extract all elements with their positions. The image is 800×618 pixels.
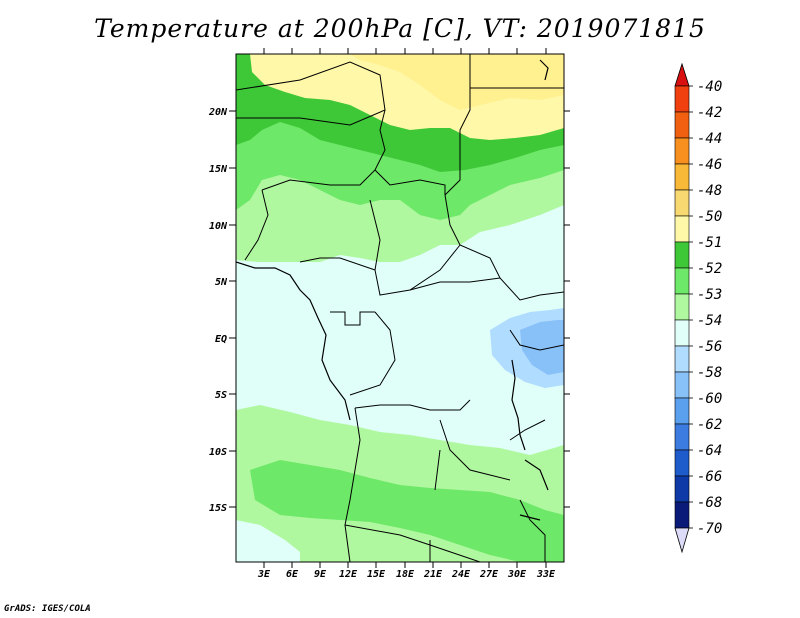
lat-label: 20N bbox=[208, 107, 228, 118]
lon-label: 6E bbox=[286, 569, 299, 580]
colorbar-label: -54 bbox=[697, 313, 722, 329]
colorbar-swatch bbox=[674, 397, 690, 425]
colorbar-label: -46 bbox=[697, 157, 722, 173]
colorbar-swatch bbox=[674, 293, 690, 321]
colorbar-swatch bbox=[674, 345, 690, 373]
colorbar-label: -50 bbox=[697, 209, 722, 225]
colorbar: -40 -42 -44 -46 -48 -50 -51 -52 -53 -54 -56 -58 -60 -… bbox=[674, 62, 722, 554]
map-title: Temperature at 200hPa [C], VT: 201907181… bbox=[94, 14, 706, 43]
colorbar-label: -58 bbox=[697, 365, 722, 381]
colorbar-label: -64 bbox=[697, 443, 722, 459]
colorbar-swatch bbox=[674, 111, 690, 139]
colorbar-swatch bbox=[674, 137, 690, 165]
lat-label: 5N bbox=[215, 277, 228, 288]
lat-label: 5S bbox=[215, 390, 227, 401]
lat-label: 10N bbox=[209, 221, 228, 232]
colorbar-swatch bbox=[674, 319, 690, 347]
colorbar-label: -56 bbox=[697, 339, 722, 355]
lat-label: 15S bbox=[209, 503, 227, 514]
lat-label: EQ bbox=[215, 334, 227, 345]
lon-label: 21E bbox=[423, 569, 443, 580]
colorbar-label: -52 bbox=[697, 261, 722, 277]
colorbar-bottom-arrow bbox=[674, 527, 690, 554]
lon-label: 12E bbox=[339, 569, 358, 580]
map-frame bbox=[235, 53, 565, 563]
lat-label: 15N bbox=[209, 164, 228, 175]
colorbar-swatch bbox=[674, 501, 690, 529]
lat-label: 10S bbox=[209, 447, 227, 458]
colorbar-label: -66 bbox=[697, 469, 722, 485]
colorbar-swatch bbox=[674, 267, 690, 295]
colorbar-swatch bbox=[674, 371, 690, 399]
field-mid-blue-east bbox=[520, 320, 564, 375]
colorbar-top-arrow bbox=[674, 62, 690, 87]
temperature-field bbox=[236, 54, 564, 562]
coastline-lakes bbox=[236, 59, 549, 521]
lon-label: 33E bbox=[536, 569, 556, 580]
lon-label: 27E bbox=[479, 569, 499, 580]
field-mid-green-south bbox=[250, 460, 564, 562]
field-very-warm-north bbox=[350, 54, 564, 110]
lon-label: 9E bbox=[314, 569, 327, 580]
colorbar-label: -48 bbox=[697, 183, 722, 199]
longitude-axis: 3E 6E 9E 12E 15E 18E 21E 24E 27E 30E 33E bbox=[257, 48, 556, 580]
lon-label: 30E bbox=[507, 569, 527, 580]
country-borders bbox=[236, 54, 564, 562]
colorbar-label: -68 bbox=[697, 495, 722, 511]
colorbar-label: -40 bbox=[697, 79, 722, 95]
colorbar-swatch bbox=[674, 423, 690, 451]
colorbar-label: -53 bbox=[697, 287, 722, 303]
colorbar-swatch bbox=[674, 449, 690, 477]
colorbar-label: -44 bbox=[697, 131, 722, 147]
colorbar-label: -60 bbox=[697, 391, 722, 407]
colorbar-label: -42 bbox=[697, 105, 722, 121]
latitude-axis: 20N 15N 10N 5N EQ 5S 10S 15S bbox=[208, 107, 570, 514]
lon-label: 15E bbox=[367, 569, 386, 580]
lon-label: 24E bbox=[451, 569, 471, 580]
lon-label: 18E bbox=[396, 569, 415, 580]
colorbar-swatch bbox=[674, 85, 690, 113]
colorbar-swatch bbox=[674, 241, 690, 269]
colorbar-label: -62 bbox=[697, 417, 722, 433]
lon-label: 3E bbox=[257, 569, 271, 580]
colorbar-swatch bbox=[674, 475, 690, 503]
field-pale-southwest bbox=[236, 520, 300, 562]
grads-credit: GrADS: IGES/COLA bbox=[4, 604, 91, 614]
colorbar-label: -51 bbox=[697, 235, 722, 251]
colorbar-swatch bbox=[674, 215, 690, 243]
colorbar-label: -70 bbox=[697, 521, 722, 537]
colorbar-swatch bbox=[674, 163, 690, 191]
colorbar-swatch bbox=[674, 189, 690, 217]
